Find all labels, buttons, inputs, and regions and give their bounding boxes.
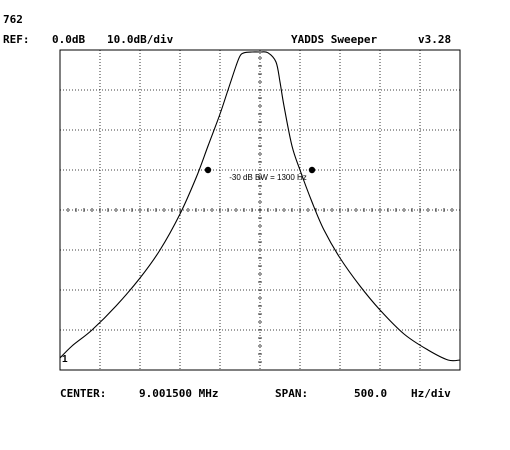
ref-label: REF:: [3, 33, 30, 46]
plot-grid: [59, 49, 461, 371]
plot-border: [59, 49, 461, 371]
span-label: SPAN:: [275, 387, 309, 400]
response-trace: [59, 51, 461, 362]
trace-number-label: 1: [62, 354, 68, 365]
sweep-id: 762: [3, 13, 23, 26]
bw-marker-dot: [204, 166, 212, 174]
scale-value: 10.0dB/div: [107, 33, 174, 46]
app-title: YADDS Sweeper: [291, 33, 378, 46]
center-label: CENTER:: [60, 387, 107, 400]
ref-value: 0.0dB: [52, 33, 86, 46]
span-value: 500.0: [354, 387, 388, 400]
marker-layer: [204, 166, 316, 174]
span-unit: Hz/div: [411, 387, 451, 400]
bw-marker-dot: [308, 166, 316, 174]
app-version: v3.28: [418, 33, 452, 46]
bandwidth-annotation: -30 dB BW = 1300 Hz: [229, 173, 307, 182]
center-value: 9.001500 MHz: [139, 387, 219, 400]
